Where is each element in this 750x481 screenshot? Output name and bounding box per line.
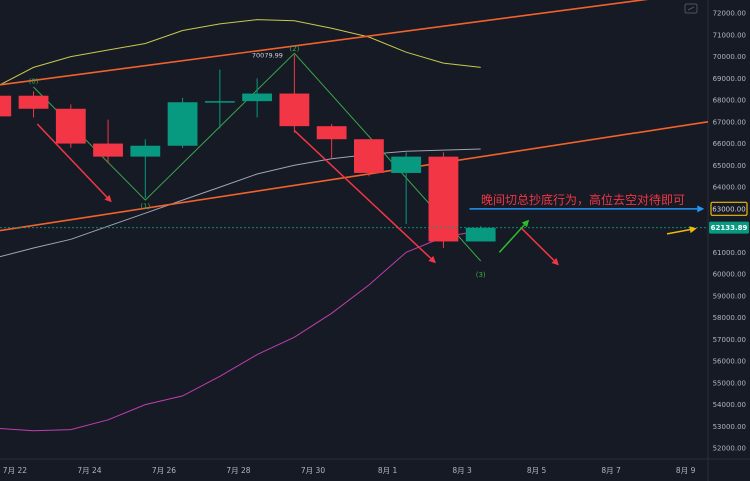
annotation-text: 晚间切总抄底行为，高位去空对待即可 bbox=[481, 192, 685, 207]
candle[interactable] bbox=[465, 226, 496, 242]
lower-band-line bbox=[0, 230, 481, 432]
trend-channel bbox=[0, 0, 709, 232]
wave-label: (2) bbox=[289, 45, 299, 53]
y-tick-label: 57000.00 bbox=[713, 336, 746, 344]
candle-body[interactable] bbox=[465, 227, 496, 242]
candle[interactable] bbox=[391, 152, 422, 225]
y-tick-label: 68000.00 bbox=[713, 97, 746, 105]
candle-body[interactable] bbox=[316, 126, 347, 140]
candle-body[interactable] bbox=[242, 93, 273, 102]
candle-body[interactable] bbox=[130, 145, 161, 157]
annotation-labels: (0) (1) (2) (3) 70079.99 晚间切总抄底行为，高位去空对待即可 bbox=[29, 45, 685, 279]
upper-band-line bbox=[0, 19, 481, 86]
candle[interactable] bbox=[242, 78, 273, 118]
arrow-shaft bbox=[498, 224, 525, 253]
arrow-shaft bbox=[293, 129, 432, 259]
x-tick-label: 8月 5 bbox=[527, 466, 547, 475]
swing-high-price-label: 70079.99 bbox=[252, 51, 283, 59]
y-tick-label: 53000.00 bbox=[713, 423, 746, 431]
annotation-arrow bbox=[36, 123, 112, 203]
x-tick-label: 8月 9 bbox=[676, 466, 696, 475]
candle-body[interactable] bbox=[428, 156, 459, 242]
x-tick-label: 8月 1 bbox=[378, 466, 398, 475]
arrow-shaft bbox=[666, 228, 691, 235]
arrow-shaft bbox=[36, 123, 108, 198]
annotation-arrow bbox=[293, 129, 436, 264]
x-tick-label: 7月 22 bbox=[3, 466, 27, 475]
channel-lower-line bbox=[0, 121, 709, 232]
wave-label: (3) bbox=[476, 271, 486, 279]
x-tick-label: 7月 26 bbox=[152, 466, 176, 475]
candle-body[interactable] bbox=[18, 95, 49, 109]
candle[interactable] bbox=[279, 54, 310, 133]
candle[interactable] bbox=[354, 139, 384, 177]
x-tick-label: 7月 24 bbox=[77, 466, 101, 475]
candle-body[interactable] bbox=[279, 93, 310, 127]
candle[interactable] bbox=[55, 104, 86, 148]
candle-body[interactable] bbox=[354, 139, 384, 173]
y-tick-label: 60000.00 bbox=[713, 271, 746, 279]
y-tick-label: 69000.00 bbox=[713, 75, 746, 83]
middle-band-line bbox=[0, 148, 481, 258]
y-tick-label: 54000.00 bbox=[713, 401, 746, 409]
x-tick-label: 8月 3 bbox=[452, 466, 472, 475]
y-tick-label: 67000.00 bbox=[713, 118, 746, 126]
arrow-head bbox=[104, 194, 112, 203]
arrow-shaft bbox=[521, 227, 555, 261]
arrow-head bbox=[697, 205, 705, 213]
candle-body[interactable] bbox=[0, 95, 12, 117]
candle[interactable] bbox=[0, 89, 12, 119]
candle[interactable] bbox=[316, 123, 347, 159]
arrow-head bbox=[551, 257, 559, 266]
wave-label: (1) bbox=[140, 203, 150, 211]
annotation-arrow bbox=[469, 205, 705, 213]
annotation-arrow bbox=[666, 226, 697, 235]
x-axis: 7月 22 7月 24 7月 26 7月 28 7月 30 8月 1 8月 3 8月 5 8月 … bbox=[3, 466, 696, 475]
y-tick-label: 72000.00 bbox=[713, 10, 746, 18]
y-tick-label: 71000.00 bbox=[713, 31, 746, 39]
candle[interactable] bbox=[167, 97, 198, 148]
x-tick-label: 8月 7 bbox=[601, 466, 621, 475]
y-tick-label: 61000.00 bbox=[713, 249, 746, 257]
current-price-badge bbox=[709, 221, 749, 234]
annotation-arrow bbox=[521, 227, 559, 266]
y-tick-label: 65000.00 bbox=[713, 162, 746, 170]
candle[interactable] bbox=[18, 91, 49, 118]
bollinger-bands bbox=[0, 19, 481, 432]
candle[interactable] bbox=[428, 152, 459, 248]
annotation-arrows bbox=[36, 123, 705, 266]
x-tick-label: 7月 28 bbox=[226, 466, 250, 475]
y-tick-label: 58000.00 bbox=[713, 314, 746, 322]
y-axis: 72000.00 71000.00 70000.00 69000.00 68000.00… bbox=[709, 10, 749, 453]
current-price-label: 62133.89 bbox=[711, 224, 748, 232]
y-tick-label: 66000.00 bbox=[713, 140, 746, 148]
arrow-head bbox=[428, 255, 436, 264]
arrow-head bbox=[521, 219, 530, 228]
y-tick-label: 59000.00 bbox=[713, 292, 746, 300]
candle-body[interactable] bbox=[391, 156, 422, 173]
candle-body[interactable] bbox=[167, 102, 198, 146]
wave-label: (0) bbox=[29, 77, 39, 85]
arrow-head bbox=[689, 226, 697, 234]
y-tick-label: 70000.00 bbox=[713, 53, 746, 61]
candle[interactable] bbox=[130, 139, 161, 198]
channel-upper-line bbox=[0, 0, 649, 86]
y-tick-label: 55000.00 bbox=[713, 379, 746, 387]
candle-body[interactable] bbox=[204, 101, 235, 103]
candle-body[interactable] bbox=[93, 143, 123, 157]
y-tick-label: 64000.00 bbox=[713, 184, 746, 192]
target-level-box bbox=[710, 201, 748, 216]
candle[interactable] bbox=[204, 69, 235, 129]
candle-body[interactable] bbox=[55, 108, 86, 144]
settings-icon[interactable] bbox=[684, 3, 698, 14]
target-level-label: 63000.00 bbox=[712, 205, 745, 213]
y-tick-label: 56000.00 bbox=[713, 358, 746, 366]
y-tick-label: 52000.00 bbox=[713, 445, 746, 453]
candle[interactable] bbox=[93, 119, 123, 164]
annotation-arrow bbox=[498, 219, 530, 253]
x-tick-label: 7月 30 bbox=[301, 466, 325, 475]
